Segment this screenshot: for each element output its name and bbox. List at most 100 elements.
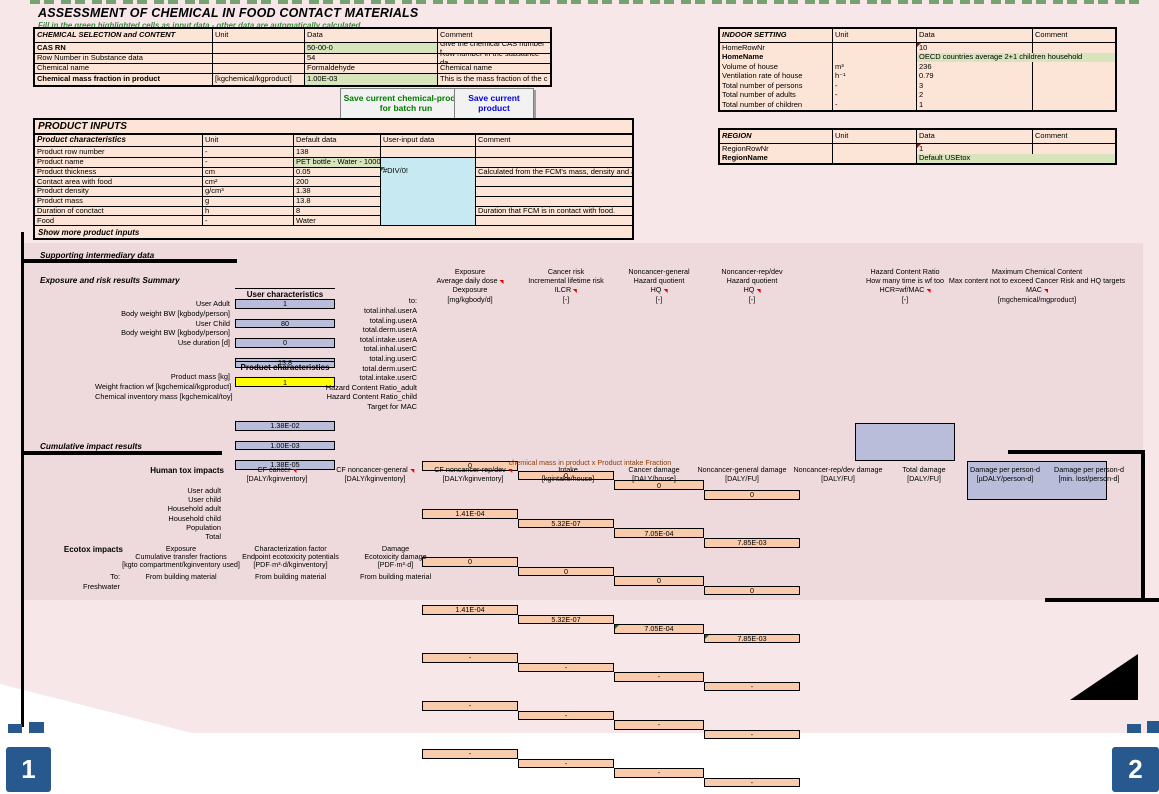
- matrix-col-header: [-]: [748, 295, 756, 304]
- col-unit: [DALY/kginventory]: [442, 474, 504, 483]
- row-label: Product name: [35, 156, 202, 167]
- section-cumulative-impact: Cumulative impact results: [40, 442, 142, 451]
- cell-unit: m³: [832, 62, 916, 72]
- row-label: Total number of children: [722, 100, 803, 109]
- cas-rn-input-cell[interactable]: 50-00-0: [304, 43, 437, 53]
- cell-user-input[interactable]: [380, 186, 475, 196]
- matrix-cell: 0: [704, 489, 800, 500]
- to-label: To:: [110, 572, 120, 581]
- col-header: Characterization factor: [254, 544, 327, 553]
- show-more-product-inputs[interactable]: Show more product inputs: [35, 225, 632, 238]
- cell-default: 200: [293, 176, 380, 186]
- page-break-line-vertical-left: [21, 232, 24, 727]
- matrix-cell: 1.41E-04: [422, 605, 518, 615]
- row-label: total.intake.userC: [359, 373, 417, 383]
- cell-unit: -: [202, 156, 293, 167]
- user_characteristics-value-cell[interactable]: 1: [235, 377, 335, 388]
- col-header-comment: Comment: [475, 135, 632, 146]
- cell-comment: [1032, 144, 1115, 154]
- col-unit: [DALY/FU]: [725, 474, 759, 483]
- col-unit: [DALY/FU]: [821, 474, 855, 483]
- cell-default: 0.05: [293, 166, 380, 177]
- matrix-col-header: Average daily dose: [436, 276, 504, 286]
- matrix-col-header: [mgchemical/mgproduct]: [997, 295, 1077, 304]
- region-table: REGION Unit Data Comment RegionRowNr 1 R…: [718, 128, 1117, 165]
- matrix-cell: 7.05E-04: [614, 528, 704, 538]
- cell-unit: h⁻¹: [832, 71, 916, 81]
- blue-chip: [1127, 724, 1141, 733]
- row-label: Chemical inventory mass [kgchemical/toy]: [95, 391, 233, 401]
- cell-comment: [1032, 81, 1115, 91]
- row-label: Hazard Content Ratio_child: [326, 392, 417, 402]
- comment-marker-icon: [507, 469, 512, 473]
- user_characteristics-value-cell: 13.8: [235, 357, 335, 368]
- cell-comment: Calculated from the FCM's mass, density …: [475, 166, 632, 177]
- comment-marker-icon: [1043, 289, 1048, 293]
- col-unit: [µDALY/person-d]: [976, 474, 1034, 483]
- comment-marker-icon: [756, 289, 761, 293]
- matrix-cell: 1.41E-04: [422, 509, 518, 519]
- matrix-cell: 0: [614, 576, 704, 586]
- cell-user-input[interactable]: [380, 156, 475, 167]
- cell-user-input[interactable]: [380, 176, 475, 186]
- cell-default: 8: [293, 205, 380, 216]
- cell-data: 1: [916, 100, 1032, 110]
- page-break-line-vertical-right: [1141, 450, 1145, 602]
- row-label: User adult: [187, 486, 221, 495]
- col-header-comment: Comment: [1032, 130, 1115, 143]
- matrix-col-header: [-]: [655, 295, 663, 304]
- cell-user-input[interactable]: [380, 195, 475, 206]
- cell-user-input[interactable]: [380, 205, 475, 216]
- chemical-selection-title: CHEMICAL SELECTION and CONTENT: [37, 30, 176, 40]
- col-header: [kgto compartment/kginventory used]: [122, 560, 240, 569]
- matrix-cell: 7.85E-03: [704, 633, 800, 644]
- matrix-cell: 5.32E-07: [518, 518, 614, 529]
- matrix-col-header: HQ: [651, 285, 668, 296]
- product-name-input-cell[interactable]: PET bottle - Water - 1000mL - 20 °C: [293, 156, 380, 167]
- row-label: total.ing.userA: [369, 315, 417, 325]
- row-label: Freshwater: [83, 582, 120, 591]
- region-title: REGION: [722, 131, 752, 141]
- col-unit: [DALY/house]: [632, 474, 676, 483]
- save-product-button[interactable]: Save current product: [454, 88, 534, 120]
- user_characteristics-value-cell: 0: [235, 338, 335, 348]
- matrix-col-header: Max content not to exceed Cancer Risk an…: [948, 276, 1126, 285]
- matrix-cell: 0: [704, 585, 800, 596]
- comment-marker-icon: [499, 280, 504, 284]
- matrix-cell: -: [518, 758, 614, 769]
- row-label: Body weight BW [kgbody/person]: [121, 308, 230, 318]
- row-label: Product thickness: [35, 166, 202, 177]
- page-break-line-middle: [21, 451, 222, 455]
- matrix-col-header: Hazard quotient: [633, 276, 685, 285]
- transfer-source-value: From building material: [359, 572, 432, 581]
- cell-comment: [1032, 100, 1115, 110]
- comment-marker-icon: [926, 289, 931, 293]
- cell-unit: -: [202, 147, 293, 157]
- div0-error-cell[interactable]: #DIV/0!: [380, 166, 475, 177]
- home-name-input-cell[interactable]: OECD countries average 2+1 children hous…: [916, 52, 1115, 62]
- matrix-cell: 0: [614, 480, 704, 490]
- col-header: Cumulative transfer fractions: [135, 552, 227, 561]
- save-batch-button[interactable]: Save current chemical-product for batch …: [340, 88, 472, 120]
- row-label: Total number of adults: [722, 90, 796, 100]
- cell-unit: [832, 43, 916, 53]
- matrix-col-header: [mg/kgbody/d]: [447, 295, 493, 304]
- col-header-default: Default data: [293, 135, 380, 146]
- cell-unit: [212, 63, 304, 73]
- row-label: Use duration [d]: [177, 338, 230, 348]
- cell-comment: [475, 215, 632, 225]
- col-header: Damage per person-d: [1054, 465, 1124, 474]
- page-break-line-right-top: [1008, 450, 1145, 454]
- cell-unit: [832, 52, 916, 62]
- comment-marker-icon: [409, 469, 414, 473]
- mass-fraction-input-cell[interactable]: 1.00E-03: [304, 73, 437, 85]
- matrix-col-header: Cancer risk: [547, 267, 585, 276]
- col-header-comment: Comment: [437, 29, 550, 42]
- user_characteristics-value-cell: 1: [235, 299, 335, 309]
- region-name-input-cell[interactable]: Default USEtox: [916, 153, 1115, 163]
- col-header: CF noncancer-rep/dev: [434, 465, 512, 475]
- col-unit: [kgintake/house]: [541, 474, 595, 483]
- cell-user-input[interactable]: [380, 215, 475, 225]
- user_characteristics-title: User characteristics: [235, 288, 335, 299]
- product_characteristics-value-cell: 1.38E-02: [235, 420, 335, 431]
